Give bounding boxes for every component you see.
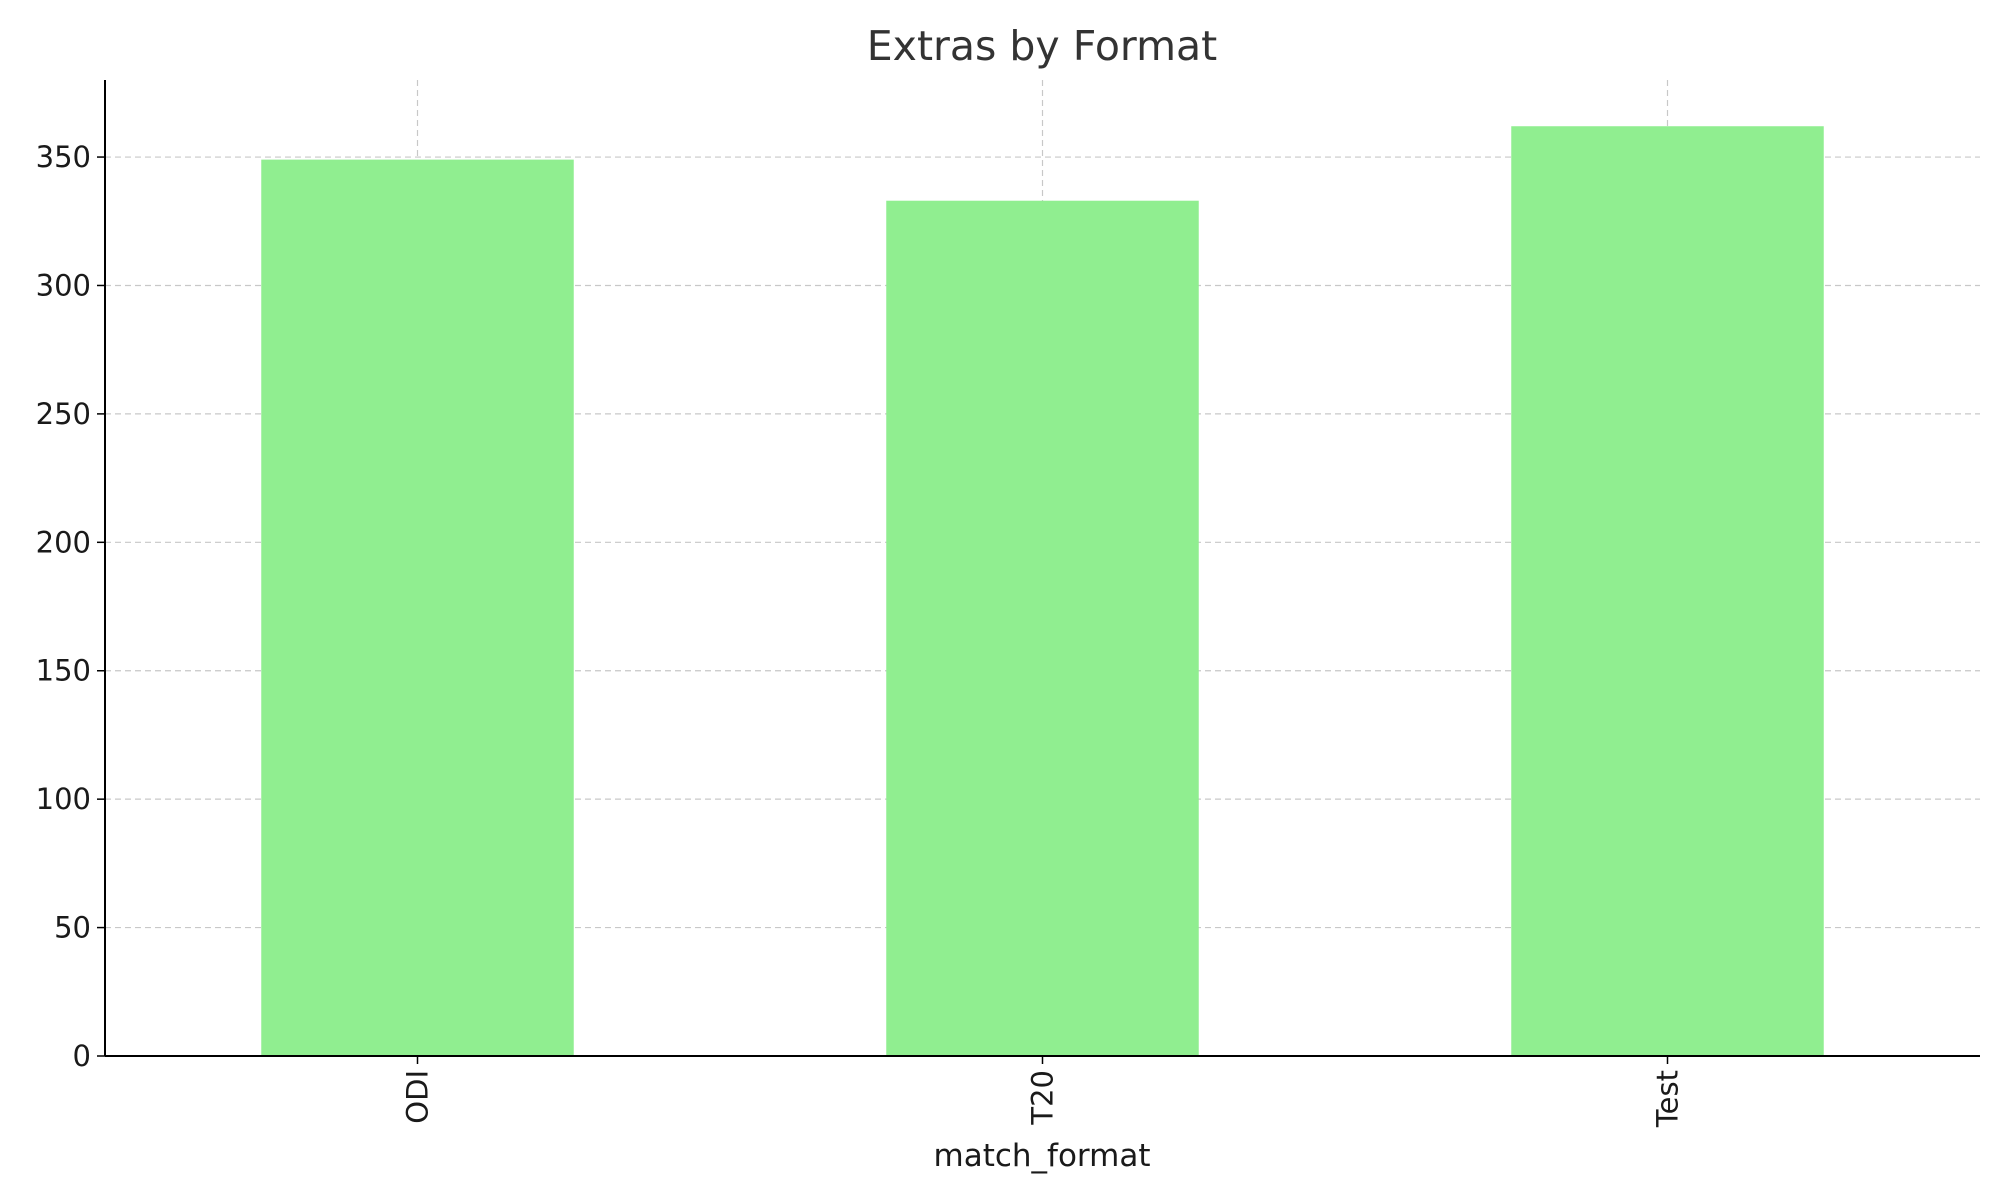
x-tick-label: Test bbox=[1651, 1070, 1685, 1128]
y-tick-label: 50 bbox=[54, 911, 91, 945]
y-tick-label: 200 bbox=[36, 525, 91, 559]
y-tick-label: 100 bbox=[36, 782, 91, 816]
bars-layer bbox=[261, 126, 1824, 1057]
bar-test bbox=[1511, 126, 1824, 1057]
x-axis-label: match_format bbox=[934, 1138, 1151, 1174]
y-tick-label: 350 bbox=[36, 140, 91, 174]
ticks-layer: 0 50 100 150 200 250 300 350 ODI T20 Test bbox=[36, 140, 1685, 1128]
y-tick-label: 150 bbox=[36, 654, 91, 688]
bar-t20 bbox=[886, 200, 1199, 1056]
x-tick-label: ODI bbox=[401, 1070, 435, 1124]
y-tick-label: 250 bbox=[36, 397, 91, 431]
bar-odi bbox=[261, 159, 574, 1057]
x-tick-label: T20 bbox=[1026, 1070, 1060, 1126]
chart-title: Extras by Format bbox=[867, 22, 1217, 70]
y-tick-label: 0 bbox=[73, 1039, 91, 1073]
y-tick-label: 300 bbox=[36, 268, 91, 302]
